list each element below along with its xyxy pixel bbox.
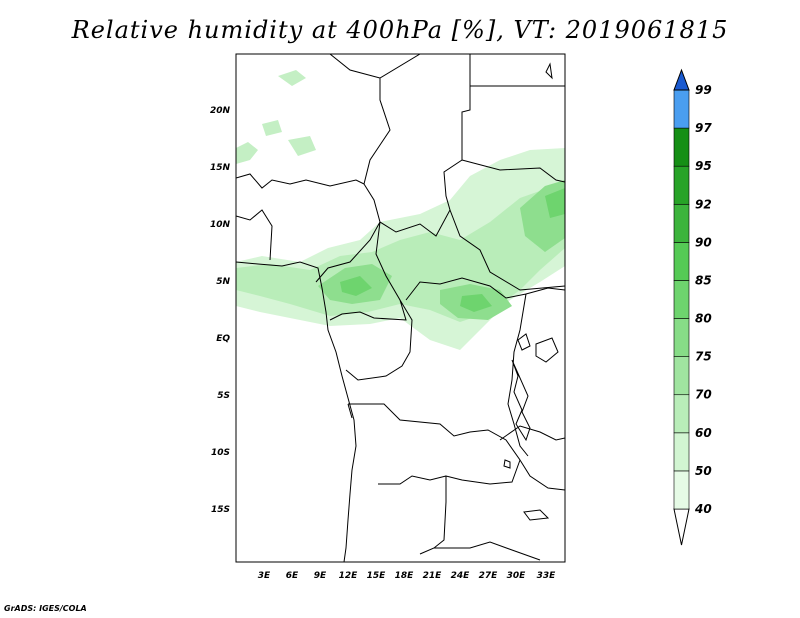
lon-label-24e: 24E (451, 571, 471, 581)
lon-label-18e: 18E (395, 571, 415, 581)
lon-label-30e: 30E (507, 571, 527, 581)
lat-label-20n: 20N (210, 106, 231, 116)
border-lines-central (315, 221, 565, 457)
colorbar-segment (673, 470, 690, 510)
border-lines-north (236, 54, 565, 291)
lat-label-eq: EQ (216, 334, 230, 344)
lat-label-5n: 5N (216, 277, 230, 287)
colorbar-label: 92 (695, 197, 712, 211)
humidity-shading (236, 70, 565, 350)
colorbar-segment (673, 280, 690, 319)
colorbar-segment (673, 165, 690, 205)
colorbar-segment (673, 242, 690, 281)
grads-credit: GrADS: IGES/COLA (4, 604, 87, 613)
colorbar-segment (673, 356, 690, 396)
lat-label-10n: 10N (210, 220, 231, 230)
lon-label-33e: 33E (537, 571, 557, 581)
colorbar-label: 95 (695, 159, 712, 173)
border-lines-south (347, 403, 565, 561)
colorbar-label: 85 (695, 273, 712, 287)
colorbar-segment (673, 89, 690, 129)
colorbar-segment (673, 432, 690, 472)
colorbar-segment (673, 203, 690, 243)
lon-label-6e: 6E (286, 571, 299, 581)
colorbar-label: 40 (694, 502, 712, 516)
colorbar: 40 50 60 70 75 80 85 90 92 95 97 99 (673, 68, 712, 546)
moist-band-inner (318, 180, 565, 320)
colorbar-label: 50 (695, 464, 712, 478)
lon-label-12e: 12E (339, 571, 359, 581)
north-patches (236, 70, 316, 164)
lat-label-15n: 15N (210, 163, 231, 173)
colorbar-label: 80 (695, 312, 712, 326)
colorbar-segment (673, 318, 690, 357)
colorbar-label: 97 (695, 121, 712, 135)
lake-outlines (503, 62, 559, 521)
latitude-labels: 20N 15N 10N 5N EQ 5S 10S 15S (210, 106, 231, 515)
colorbar-label: 60 (695, 426, 712, 440)
lat-label-10s: 10S (211, 448, 230, 458)
boundaries (236, 54, 565, 562)
coastline-west (236, 261, 357, 562)
longitude-labels: 3E 6E 9E 12E 15E 18E 21E 24E 27E 30E 33E (258, 571, 556, 581)
colorbar-top-arrow (673, 68, 690, 91)
lon-label-21e: 21E (423, 571, 443, 581)
colorbar-segment (673, 127, 690, 167)
colorbar-bottom-arrow (673, 508, 690, 546)
lat-label-5s: 5S (217, 391, 230, 401)
map-title: Relative humidity at 400hPa [%], VT: 201… (71, 16, 729, 44)
colorbar-segment (673, 394, 690, 434)
lat-label-15s: 15S (211, 505, 230, 515)
map-frame (235, 53, 566, 563)
lon-label-9e: 9E (314, 571, 327, 581)
colorbar-label: 99 (695, 83, 712, 97)
lon-label-3e: 3E (258, 571, 271, 581)
lon-label-27e: 27E (479, 571, 499, 581)
colorbar-label: 70 (695, 388, 712, 402)
colorbar-label: 75 (695, 350, 712, 364)
lon-label-15e: 15E (367, 571, 387, 581)
colorbar-label: 90 (695, 235, 712, 249)
